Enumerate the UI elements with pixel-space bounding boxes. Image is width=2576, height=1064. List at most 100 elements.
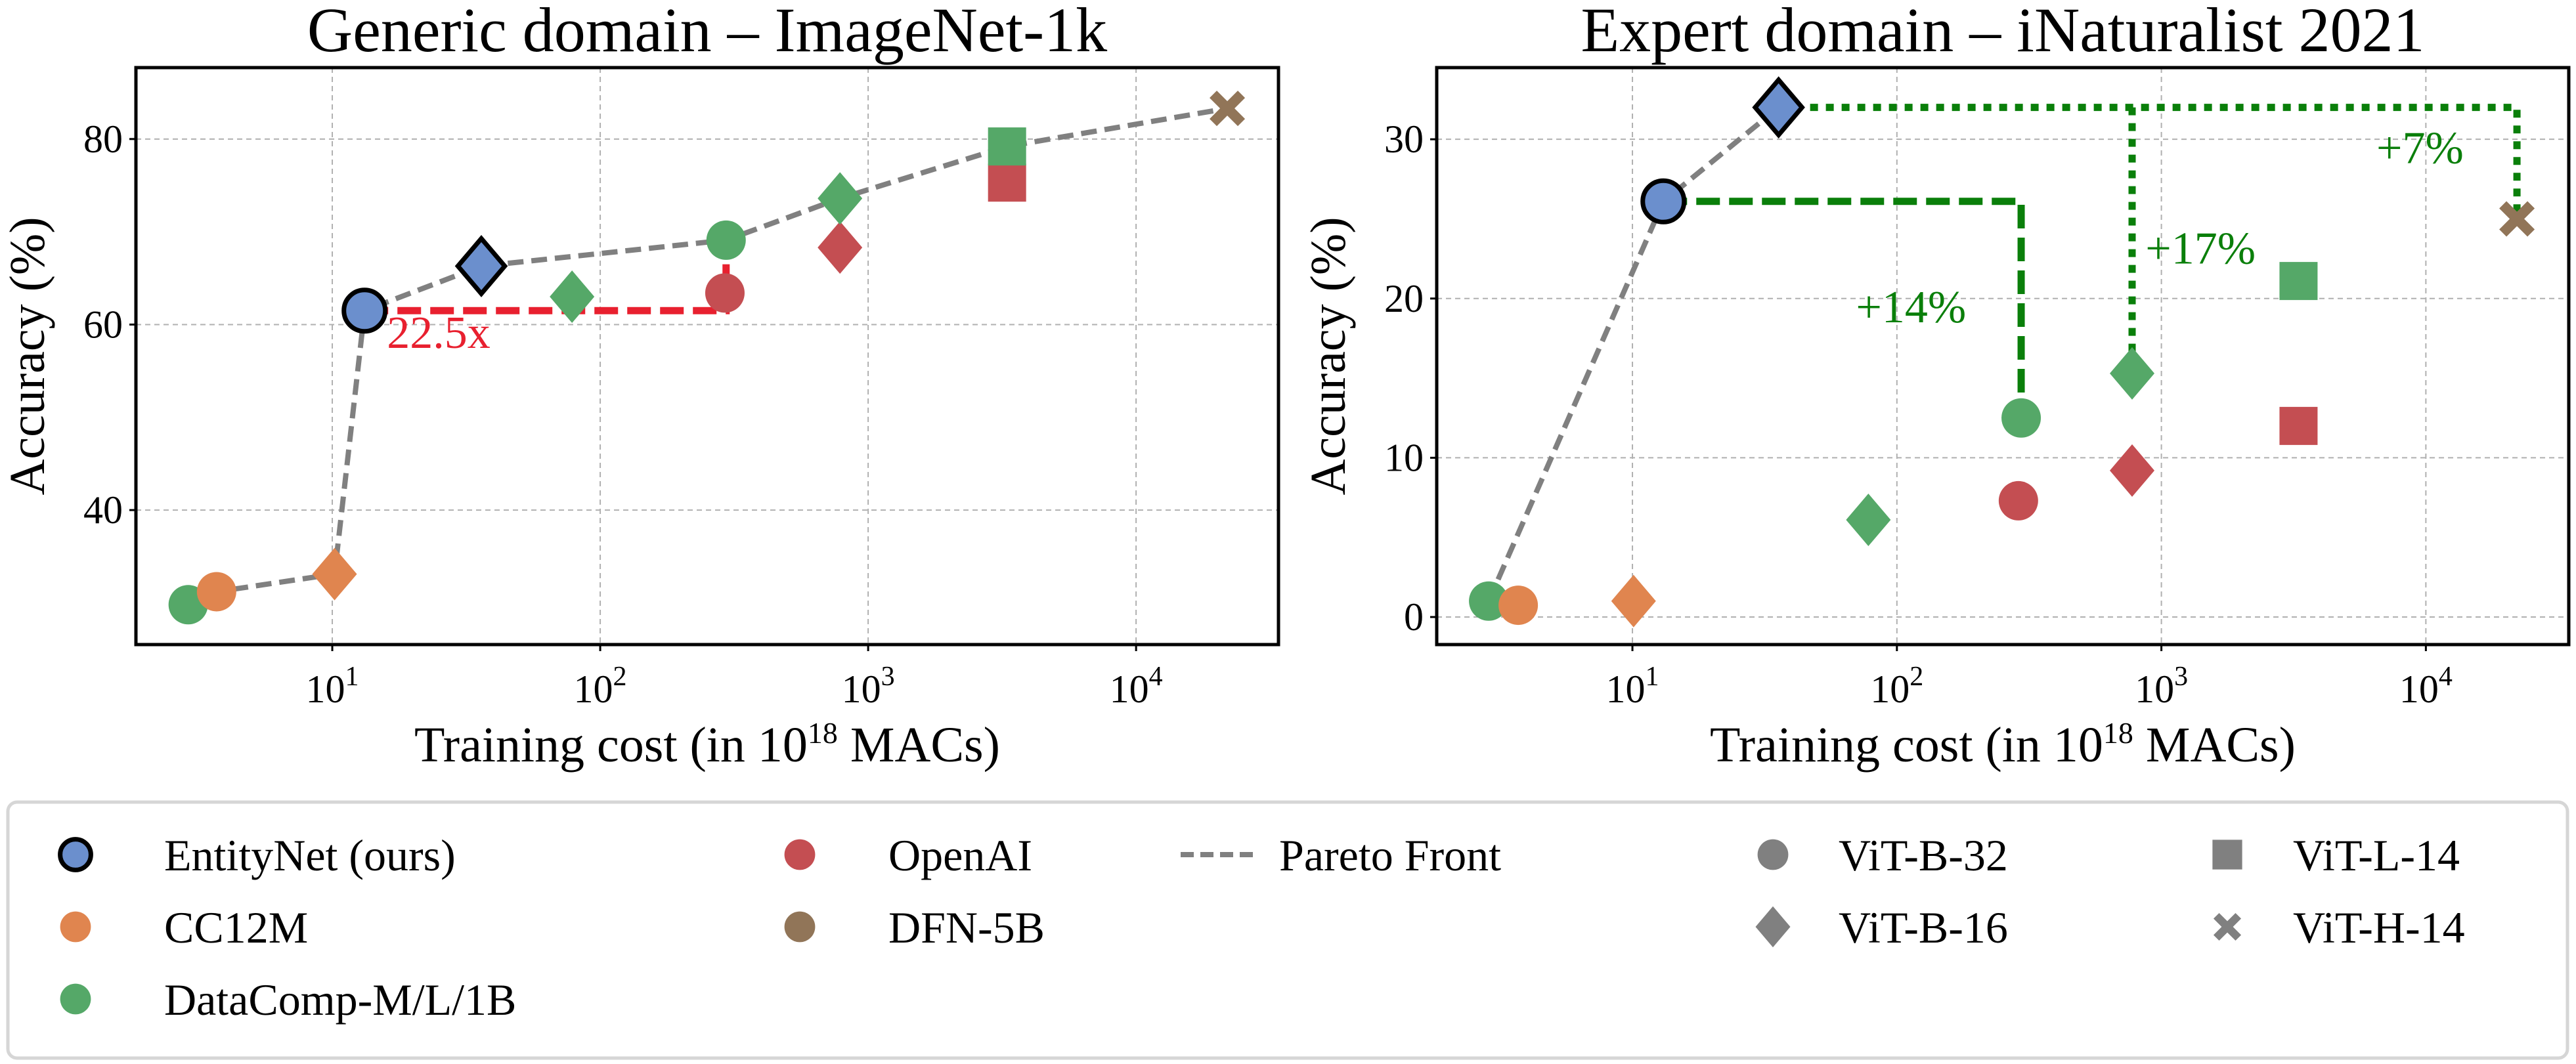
legend-label: CC12M [164,903,308,952]
legend-label: Pareto Front [1279,830,1501,880]
tick-exponent: 1 [345,662,359,692]
legend-label: DFN-5B [888,903,1045,952]
data-point [1998,480,2038,521]
y-axis-label: Accuracy (%) [1301,217,1356,495]
y-tick-label: 20 [1384,277,1424,320]
tick-base: 10 [2399,668,2439,711]
axes-frame [1435,66,2571,647]
legend-marker [58,837,93,872]
data-point [1469,581,1509,621]
data-point [818,172,863,225]
tick-base: 10 [1870,668,1910,711]
tick-exponent: 3 [2174,662,2188,692]
y-tick-label: 40 [83,488,123,532]
annotation-label: +7% [2376,123,2464,174]
data-point [818,221,863,274]
x-tick-label: 101 [306,662,359,711]
tick-base: 10 [842,668,881,711]
tick-base: 10 [574,668,613,711]
legend-marker [1757,839,1789,870]
x-axis-label-part: 18 [2103,716,2133,750]
data-point [1210,91,1246,127]
x-tick-label: 102 [574,662,627,711]
tick-base: 10 [1110,668,1149,711]
data-point [341,287,388,334]
legend-marker [2212,840,2242,870]
legend-label: ViT-L-14 [2293,830,2460,880]
data-point [196,572,236,612]
annotation-label: 22.5x [387,308,491,358]
x-tick-label: 101 [1606,662,1659,711]
legend-marker [2213,912,2242,941]
legend: EntityNet (ours) CC12M DataComp-M/L/1B Open… [6,800,2569,1060]
x-axis-label-part: MACs) [838,717,1000,773]
legend-label: ViT-B-16 [1839,903,2008,952]
pareto-front-line [186,106,1228,607]
data-point [988,127,1026,166]
y-tick-label: 30 [1384,117,1424,161]
x-axis-label: Training cost (in 1018 MACs) [1710,716,2296,773]
data-point [2279,262,2318,301]
data-point [550,270,595,324]
legend-marker [1755,906,1791,948]
tick-base: 10 [306,668,345,711]
data-point [988,163,1026,202]
y-tick-label: 60 [83,303,123,346]
annotation-label: +17% [2145,223,2256,274]
tick-exponent: 2 [1910,662,1923,692]
axes-frame [134,66,1280,647]
x-tick-label: 104 [1110,662,1163,711]
data-point [312,547,357,601]
legend-marker [784,839,816,870]
x-axis-label-part: 18 [808,716,838,750]
x-axis-label-part: Training cost (in 10 [414,717,808,773]
y-tick-label: 10 [1384,436,1424,479]
annotation-line [1663,198,2025,418]
tick-exponent: 1 [1646,662,1659,692]
x-axis-label-part: Training cost (in 10 [1710,717,2103,773]
data-point [2110,347,2154,400]
legend-label: ViT-H-14 [2293,903,2465,952]
x-axis-label-part: MACs) [2133,717,2296,773]
x-tick-label: 103 [2135,662,2188,711]
tick-base: 10 [2135,668,2174,711]
pareto-front-line [1486,105,1781,603]
legend-label: ViT-B-32 [1839,830,2008,880]
x-axis-label: Training cost (in 1018 MACs) [414,716,1000,773]
legend-label: OpenAI [888,830,1032,880]
y-tick-label: 80 [83,117,123,161]
tick-exponent: 3 [881,662,895,692]
chart-title: Generic domain – ImageNet-1k [307,0,1107,65]
data-point [1846,494,1891,547]
legend-marker [60,983,91,1015]
data-point [1640,178,1687,224]
data-point [1611,574,1656,628]
data-point [2110,444,2154,497]
chart-title: Expert domain – iNaturalist 2021 [1581,0,2424,65]
data-point [706,220,746,260]
y-axis-label: Accuracy (%) [0,217,55,495]
tick-exponent: 2 [613,662,627,692]
data-point [2279,406,2318,445]
legend-marker [60,911,91,943]
x-tick-label: 103 [842,662,895,711]
legend-marker [784,911,816,943]
data-point [1752,76,1805,139]
data-point [1498,585,1539,626]
data-point [705,273,745,313]
tick-exponent: 4 [1149,662,1163,692]
x-tick-label: 104 [2399,662,2453,711]
data-point [2001,398,2041,438]
legend-label: DataComp-M/L/1B [164,975,516,1025]
x-tick-label: 102 [1870,662,1923,711]
data-point [2499,201,2535,237]
y-tick-label: 0 [1404,595,1424,639]
tick-base: 10 [1606,668,1646,711]
legend-frame [6,800,2569,1060]
annotation-label: +14% [1856,282,1966,333]
legend-label: EntityNet (ours) [164,830,456,880]
tick-exponent: 4 [2439,662,2453,692]
